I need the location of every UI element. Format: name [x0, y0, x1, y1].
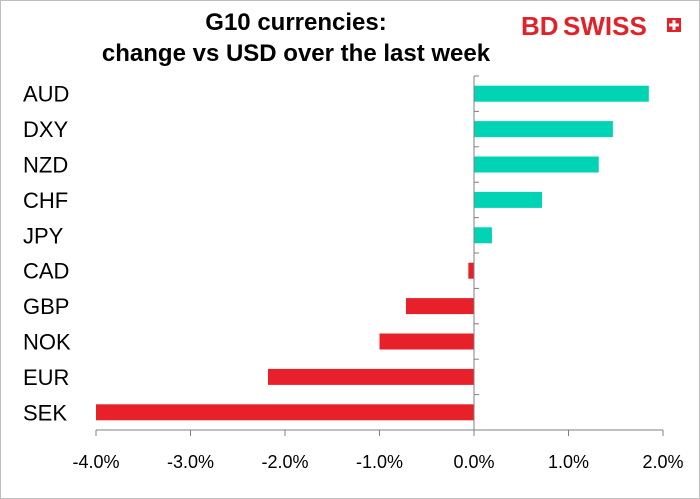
category-label-nok: NOK	[23, 330, 71, 355]
category-label-jpy: JPY	[23, 223, 64, 248]
bar-eur	[267, 368, 474, 385]
category-label-cad: CAD	[23, 259, 69, 284]
bar-chf	[474, 191, 543, 208]
category-label-sek: SEK	[23, 400, 67, 425]
x-tick-label: 1.0%	[548, 452, 589, 472]
bar-nzd	[474, 156, 599, 173]
bar-jpy	[474, 227, 492, 244]
chart-title-line-2: change vs USD over the last week	[101, 40, 491, 67]
chart-title-line-1: G10 currencies:	[205, 9, 387, 36]
category-label-eur: EUR	[23, 365, 69, 390]
x-tick-label: 2.0%	[642, 452, 683, 472]
x-tick-label: -3.0%	[167, 452, 214, 472]
logo-text-bd: BD	[521, 11, 559, 41]
bar-nok	[379, 333, 474, 350]
chart-title: G10 currencies: change vs USD over the l…	[61, 7, 531, 69]
category-label-nzd: NZD	[23, 153, 68, 178]
bar-aud	[474, 85, 649, 102]
bar-gbp	[405, 298, 474, 315]
category-label-gbp: GBP	[23, 294, 69, 319]
bar-sek	[96, 404, 474, 421]
category-label-dxy: DXY	[23, 117, 69, 142]
bdswiss-logo: BD SWISS	[521, 11, 681, 41]
x-tick-label: -2.0%	[261, 452, 308, 472]
x-tick-label: 0.0%	[453, 452, 494, 472]
x-tick-label: -4.0%	[72, 452, 119, 472]
x-tick-label: -1.0%	[356, 452, 403, 472]
category-label-chf: CHF	[23, 188, 68, 213]
category-label-aud: AUD	[23, 82, 69, 107]
logo-swiss-cross-icon	[667, 18, 681, 32]
logo-text-swiss: SWISS	[563, 11, 647, 41]
bar-dxy	[474, 121, 613, 138]
bar-cad	[468, 262, 474, 279]
